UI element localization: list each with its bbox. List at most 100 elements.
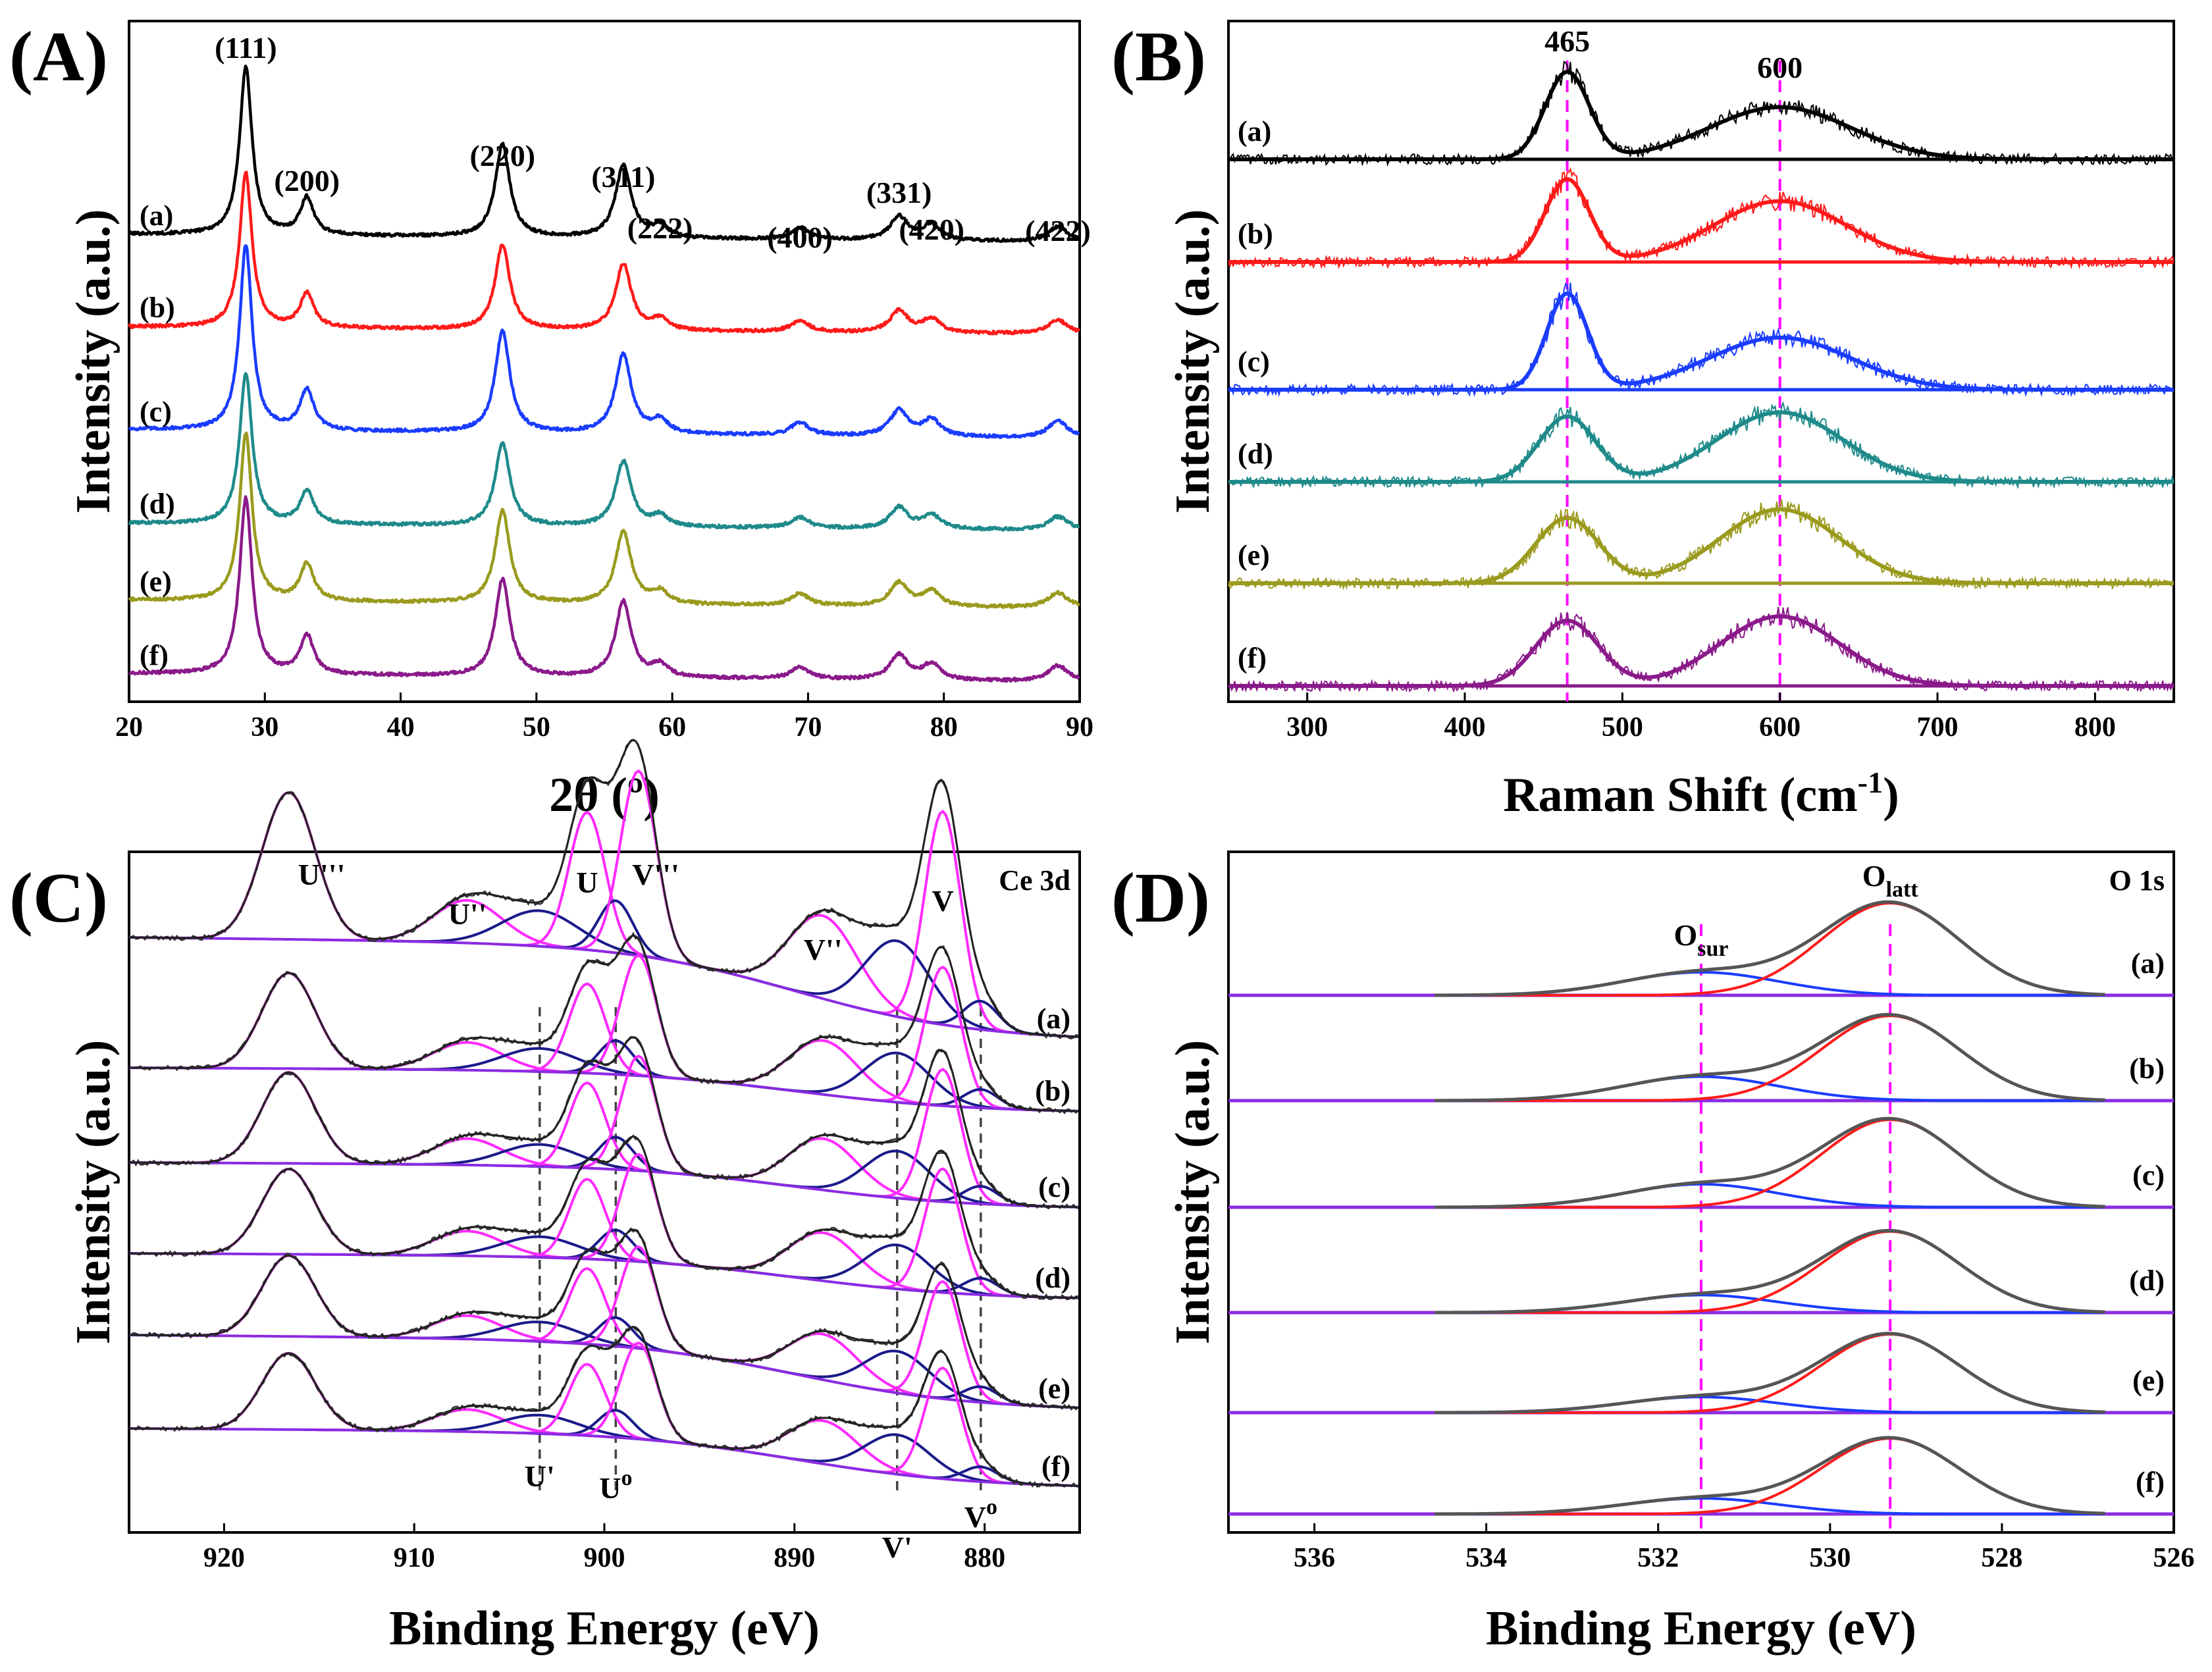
panel-b-xlabel-end: ) [1883,768,1899,822]
ce3d-xtick-label: 910 [394,1543,435,1573]
raman-peak-label: 600 [1757,51,1803,84]
xrd-trace [128,372,1080,532]
panel-a-frame [128,20,1081,703]
ce3d-xtick-label: 920 [203,1543,245,1573]
xrd-xtick-label: 30 [251,712,278,743]
xrd-peak-label: (400) [767,221,833,254]
ce3d-peak-label: U''' [298,858,346,891]
ce3d-peak-label: U [576,866,598,899]
o1s-xtick-label: 528 [1981,1543,2022,1573]
o1s-envelope [1435,1116,2105,1209]
xrd-trace [128,65,1081,244]
xrd-trace [127,170,1081,336]
ce3d-component [667,1332,978,1403]
xrd-xtick-label: 80 [930,712,958,743]
raman-fit-trace [1228,507,2174,585]
raman-fit-trace [1228,291,2174,392]
xrd-trace-label: (c) [140,396,172,428]
panel-d-frame [1227,850,2175,1534]
o1s-peak-label-base: O [1673,918,1697,952]
panel-c-xlabel: Binding Energy (eV) [389,1602,820,1656]
ce3d-component [163,1167,415,1257]
raman-fit-trace [1228,70,2174,161]
ce3d-xtick-label: 880 [964,1543,1005,1573]
raman-raw-trace [1228,400,2174,490]
o1s-trace-label: (a) [2131,947,2165,980]
xrd-trace [128,244,1080,440]
xrd-trace-label: (d) [140,488,175,520]
xrd-trace [128,431,1081,610]
o1s-trace-label: (d) [2129,1265,2165,1297]
panel-c: (C) (a) (b) (c) (d) (e) (f) U''' U'' U V''' V'' V U'… [9,739,1081,1656]
raman-fit-trace [1228,410,2174,484]
ce3d-bottom-label-base: V' [882,1530,912,1564]
o1s-trace-label: (e) [2132,1365,2165,1397]
xrd-peak-label: (331) [866,176,932,209]
panel-b-xlabel: Raman Shift (cm-1) [1503,766,1899,822]
o1s-envelope [1435,900,2105,997]
xrd-trace-label: (f) [140,639,169,671]
ce3d-envelope [129,934,1078,1112]
o1s-envelope [1435,1436,2105,1516]
xrd-trace [128,495,1080,683]
o1s-trace-label: (b) [2129,1053,2165,1085]
ce3d-component [163,972,415,1071]
o1s-peak-label-sub: latt [1886,877,1919,902]
ce3d-bottom-label: Vo [964,1495,997,1534]
ce3d-envelope [129,1035,1078,1209]
raman-raw-trace [1228,499,2174,590]
panel-b-xlabel-sup: -1 [1858,766,1883,799]
xrd-peak-label: (220) [469,139,535,172]
o1s-peak-label: Osur [1673,918,1728,961]
raman-trace-label: (d) [1238,438,1273,470]
o1s-xtick-label: 526 [2153,1543,2195,1573]
o1s-raw-trace [1435,901,2105,997]
raman-trace-label: (c) [1238,346,1270,378]
xrd-peak-label: (422) [1025,214,1091,248]
ce3d-envelope [128,1228,1078,1409]
ce3d-trace-label: (a) [1037,1003,1070,1035]
panel-d-letter: (D) [1111,859,1210,937]
ce3d-bottom-label: V' [882,1530,912,1564]
ce3d-bottom-label-base: V [964,1500,986,1534]
raman-trace-label: (b) [1238,218,1273,250]
o1s-peak-label-base: O [1862,859,1886,893]
raman-xtick-label: 700 [1917,712,1959,743]
ce3d-envelope [128,1326,1078,1487]
panel-a-xlabel: 2θ (º) [549,768,660,822]
ce3d-bottom-label: Uo [599,1466,632,1505]
ce3d-component [667,1419,978,1483]
o1s-xtick-label: 530 [1809,1543,1851,1573]
o1s-trace-label: (c) [2132,1159,2165,1191]
ce3d-raw-trace [128,1227,1079,1411]
xrd-peak-label: (311) [591,160,655,194]
ce3d-peak-label: V [932,884,953,918]
o1s-latt-component [1435,1118,2105,1209]
xrd-peak-label: (222) [627,211,693,245]
ce3d-component [163,1070,415,1166]
panel-a-letter: (A) [9,18,108,96]
raman-peak-label: 465 [1544,24,1590,58]
raman-xtick-label: 300 [1286,712,1328,743]
o1s-xtick-label: 536 [1294,1543,1335,1573]
xrd-xtick-label: 40 [387,712,415,743]
ce3d-trace-label: (c) [1038,1171,1070,1203]
ce3d-bottom-label-base: U' [525,1459,555,1493]
panel-b-frame [1227,20,2175,703]
panel-b: (B) (a) (b) (c) (d) (e) (f) 465 600 300 400 500 60… [1111,18,2175,822]
panel-d-corner-label: O 1s [2109,864,2165,897]
raman-trace-label: (e) [1238,539,1270,571]
ce3d-background [128,1427,1078,1488]
raman-fit-trace [1228,177,2174,264]
o1s-latt-component [1435,1014,2105,1102]
raman-xtick-label: 600 [1759,712,1801,743]
ce3d-component [749,939,1046,1037]
ce3d-background [129,936,1078,1039]
ce3d-trace-label: (f) [1041,1450,1070,1482]
ce3d-component [496,1363,679,1444]
ce3d-bottom-label-base: U [599,1471,621,1505]
panel-c-ylabel: Intensity (a.u.) [66,1040,120,1345]
o1s-trace-label: (f) [2136,1466,2165,1498]
o1s-xtick-label: 532 [1637,1543,1679,1573]
ce3d-trace-label: (e) [1038,1372,1070,1405]
